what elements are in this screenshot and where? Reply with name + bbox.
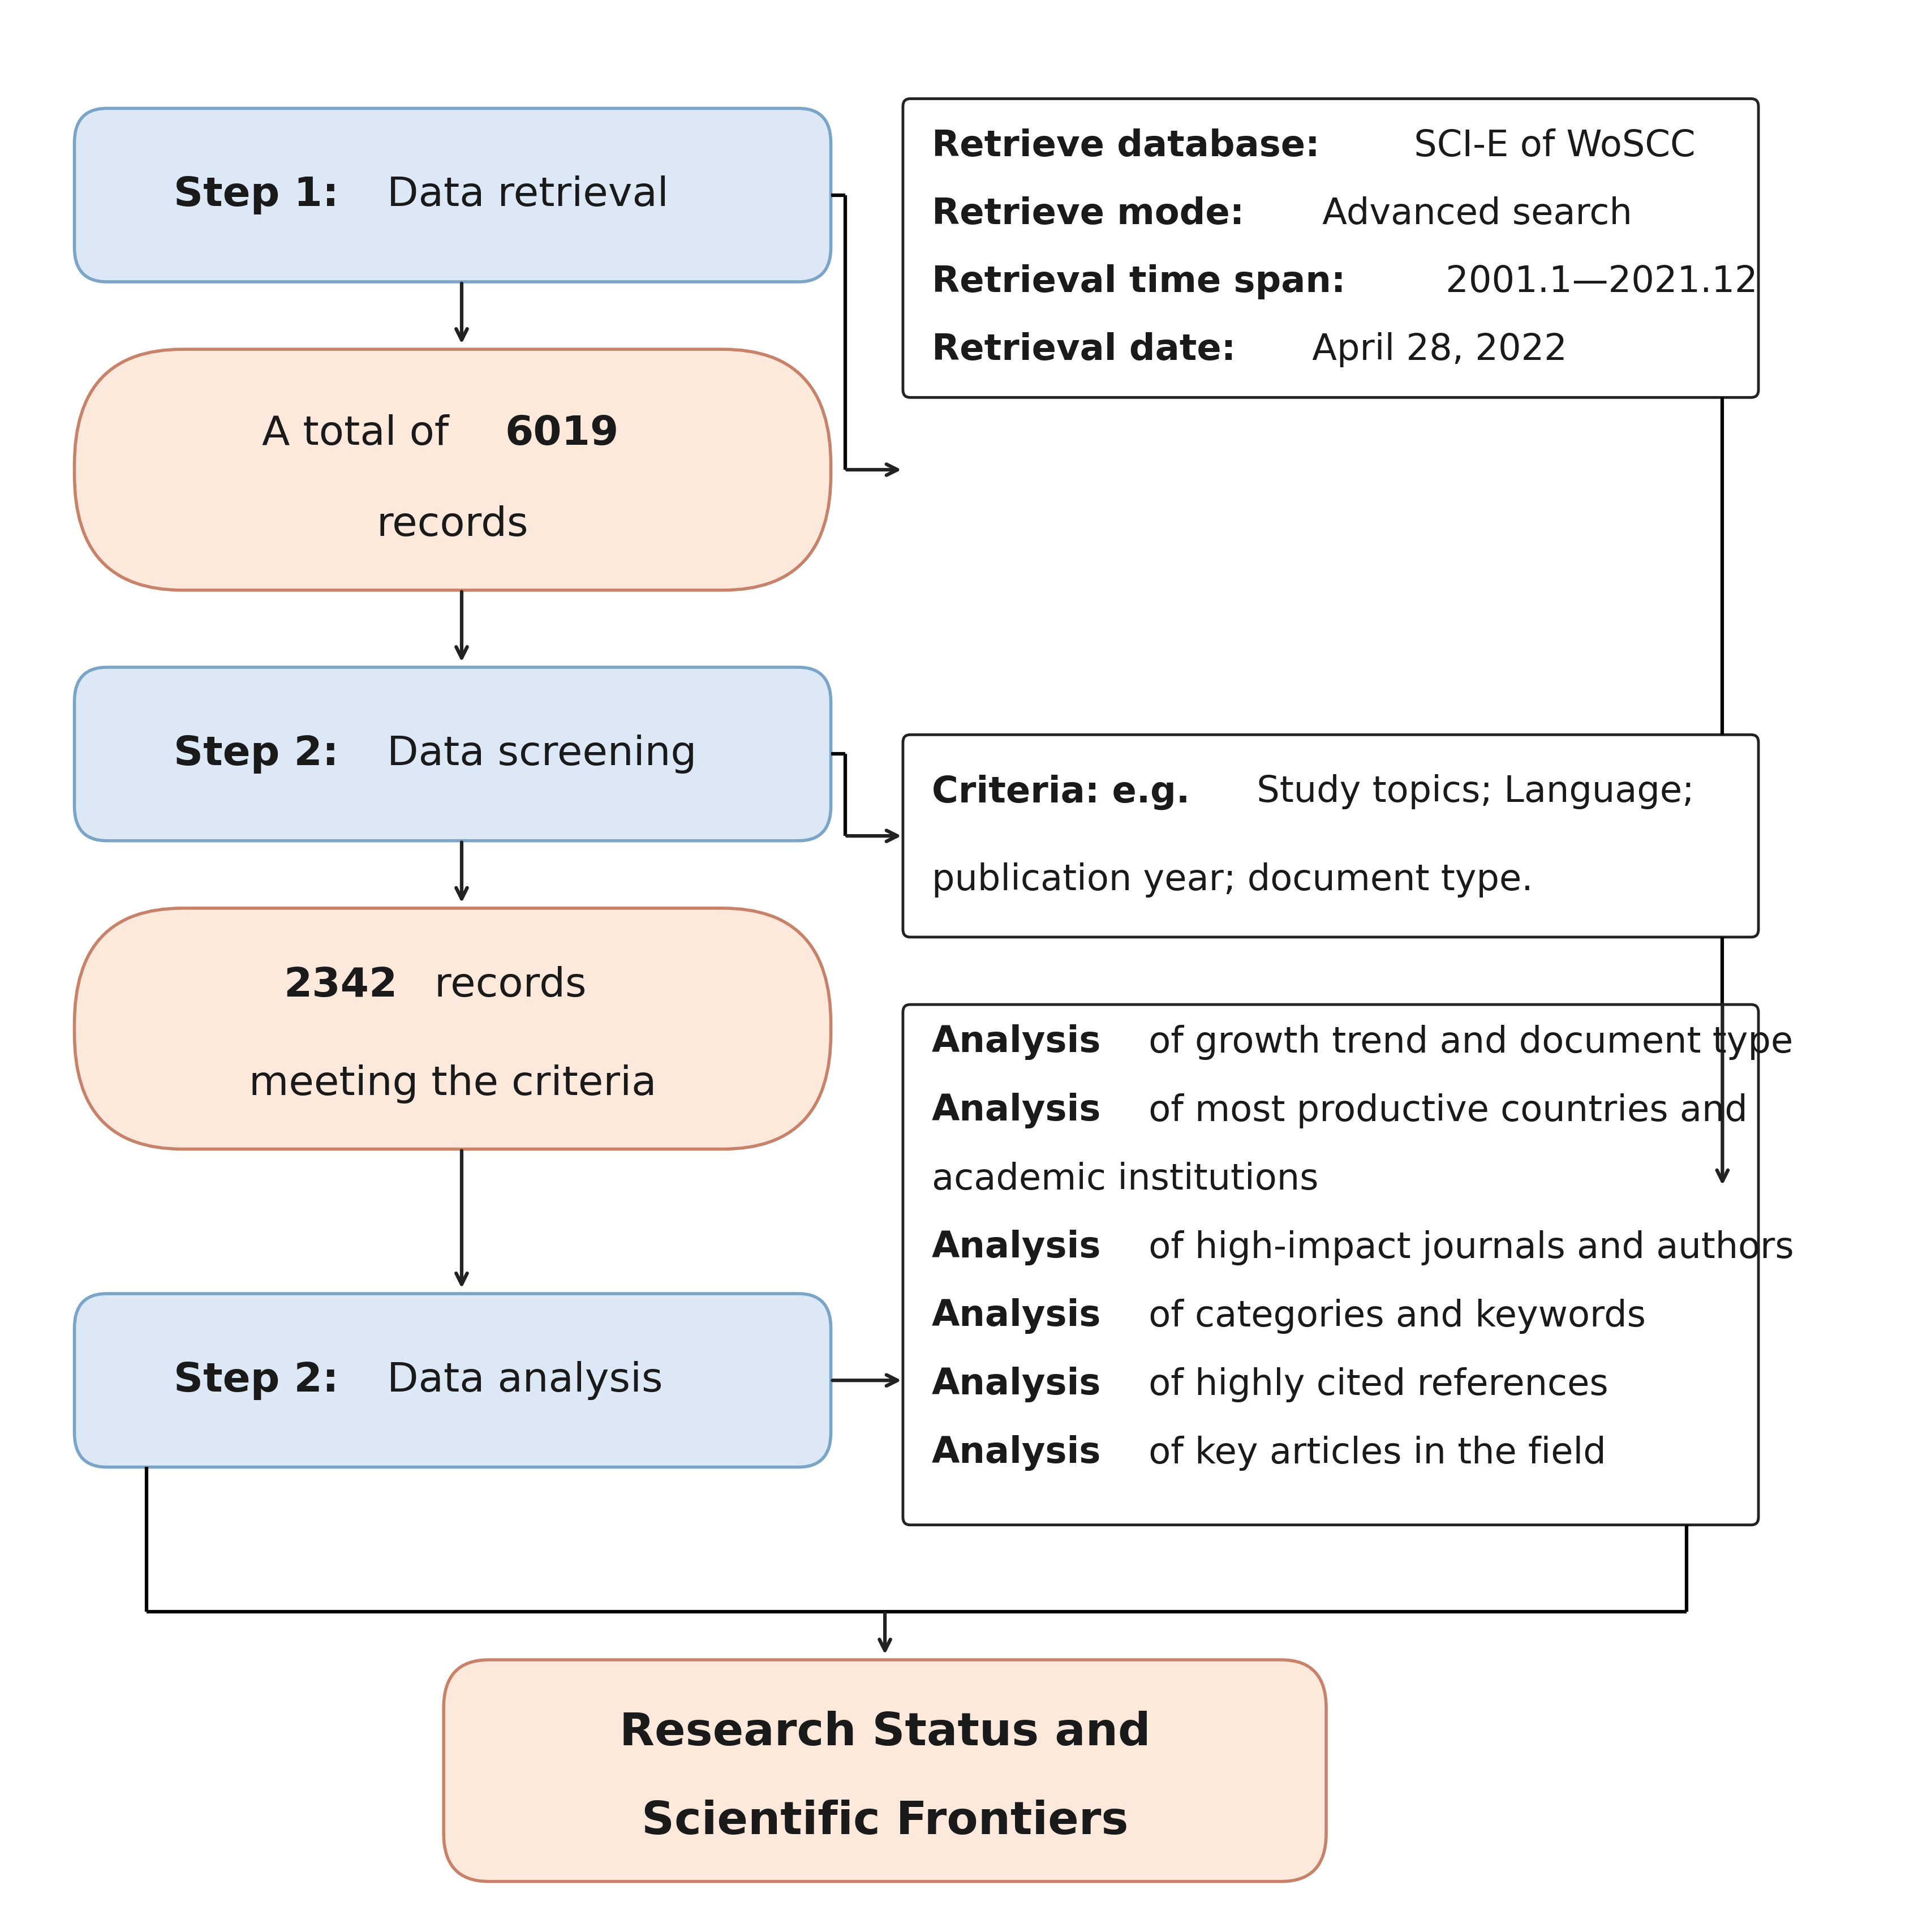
Text: Analysis: Analysis bbox=[932, 1366, 1101, 1403]
Text: Advanced search: Advanced search bbox=[1311, 197, 1633, 232]
FancyBboxPatch shape bbox=[75, 667, 831, 840]
Text: Retrieval date:: Retrieval date: bbox=[932, 332, 1236, 367]
Text: Criteria: e.g.: Criteria: e.g. bbox=[932, 775, 1191, 810]
Text: Step 2:: Step 2: bbox=[174, 1360, 339, 1401]
Text: A total of: A total of bbox=[262, 413, 461, 454]
FancyBboxPatch shape bbox=[903, 734, 1759, 937]
Text: of growth trend and document type: of growth trend and document type bbox=[1137, 1024, 1793, 1061]
Text: of high-impact journals and authors: of high-impact journals and authors bbox=[1137, 1231, 1793, 1265]
Text: 2001.1—2021.12: 2001.1—2021.12 bbox=[1434, 265, 1757, 299]
Text: academic institutions: academic institutions bbox=[932, 1161, 1319, 1196]
Text: Scientific Frontiers: Scientific Frontiers bbox=[641, 1799, 1129, 1843]
Text: Study topics; Language;: Study topics; Language; bbox=[1246, 775, 1694, 810]
Text: Data screening: Data screening bbox=[373, 734, 697, 773]
Text: Retrieve database:: Retrieve database: bbox=[932, 129, 1319, 164]
FancyBboxPatch shape bbox=[75, 1294, 831, 1466]
Text: Analysis: Analysis bbox=[932, 1435, 1101, 1470]
Text: Analysis: Analysis bbox=[932, 1094, 1101, 1128]
Text: records: records bbox=[421, 966, 586, 1005]
Text: SCI-E of WoSCC: SCI-E of WoSCC bbox=[1403, 129, 1696, 164]
Text: Retrieval time span:: Retrieval time span: bbox=[932, 265, 1346, 299]
Text: Analysis: Analysis bbox=[932, 1298, 1101, 1333]
FancyBboxPatch shape bbox=[75, 908, 831, 1150]
Text: Analysis: Analysis bbox=[932, 1231, 1101, 1265]
Text: April 28, 2022: April 28, 2022 bbox=[1302, 332, 1568, 367]
Text: records: records bbox=[377, 506, 528, 545]
Text: of most productive countries and: of most productive countries and bbox=[1137, 1094, 1747, 1128]
Text: Research Status and: Research Status and bbox=[620, 1712, 1150, 1754]
FancyBboxPatch shape bbox=[75, 350, 831, 589]
Text: 2342: 2342 bbox=[283, 966, 398, 1005]
Text: publication year; document type.: publication year; document type. bbox=[932, 862, 1533, 898]
Text: of categories and keywords: of categories and keywords bbox=[1137, 1298, 1646, 1333]
FancyBboxPatch shape bbox=[903, 1005, 1759, 1524]
Text: meeting the criteria: meeting the criteria bbox=[249, 1065, 657, 1103]
FancyBboxPatch shape bbox=[444, 1660, 1326, 1882]
Text: 6019: 6019 bbox=[505, 413, 618, 454]
Text: of highly cited references: of highly cited references bbox=[1137, 1368, 1608, 1403]
Text: Retrieve mode:: Retrieve mode: bbox=[932, 197, 1244, 232]
FancyBboxPatch shape bbox=[903, 99, 1759, 398]
Text: Analysis: Analysis bbox=[932, 1024, 1101, 1061]
FancyBboxPatch shape bbox=[75, 108, 831, 282]
Text: Step 1:: Step 1: bbox=[174, 176, 339, 214]
Text: Step 2:: Step 2: bbox=[174, 734, 339, 773]
Text: Data analysis: Data analysis bbox=[373, 1360, 662, 1401]
Text: of key articles in the field: of key articles in the field bbox=[1137, 1435, 1606, 1470]
Text: Data retrieval: Data retrieval bbox=[373, 176, 668, 214]
